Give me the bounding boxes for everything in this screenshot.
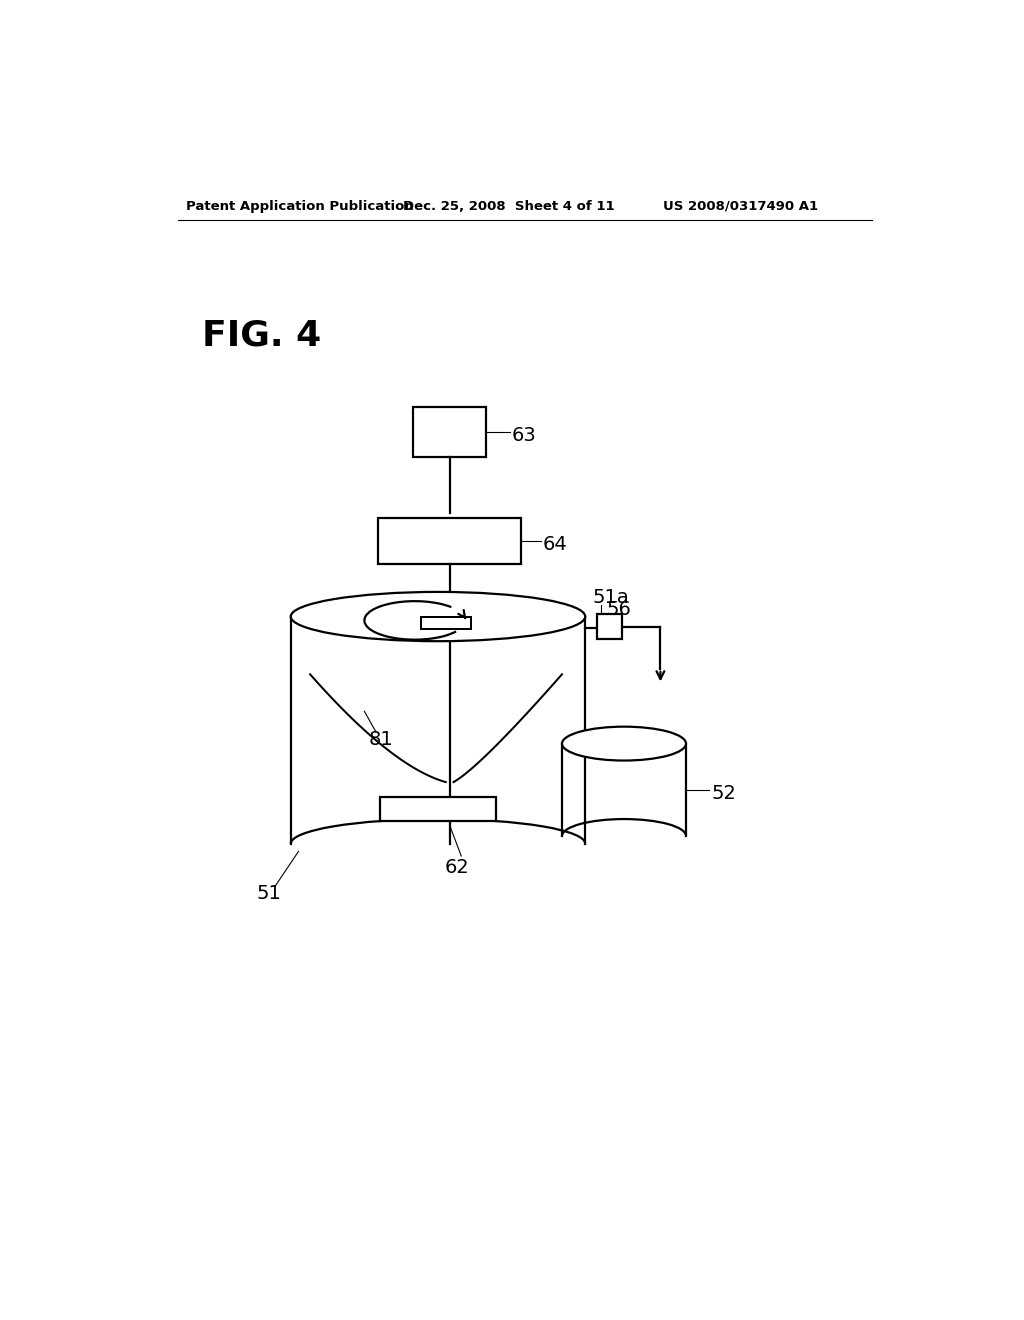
Bar: [597, 614, 622, 639]
Text: 52: 52: [712, 784, 736, 803]
Text: 51: 51: [257, 884, 282, 903]
Ellipse shape: [562, 726, 686, 760]
Text: 64: 64: [543, 536, 567, 554]
Bar: [421, 616, 471, 628]
Bar: [380, 797, 496, 821]
Text: 81: 81: [369, 730, 393, 750]
Text: Patent Application Publication: Patent Application Publication: [186, 199, 414, 213]
Bar: [378, 517, 521, 564]
Text: 63: 63: [512, 426, 537, 445]
Text: Dec. 25, 2008  Sheet 4 of 11: Dec. 25, 2008 Sheet 4 of 11: [403, 199, 614, 213]
Text: US 2008/0317490 A1: US 2008/0317490 A1: [663, 199, 818, 213]
Bar: [413, 407, 486, 457]
Text: 56: 56: [606, 601, 631, 619]
Text: 62: 62: [445, 858, 470, 876]
Text: FIG. 4: FIG. 4: [202, 318, 321, 352]
Ellipse shape: [291, 591, 586, 642]
Text: 51a: 51a: [593, 587, 630, 607]
